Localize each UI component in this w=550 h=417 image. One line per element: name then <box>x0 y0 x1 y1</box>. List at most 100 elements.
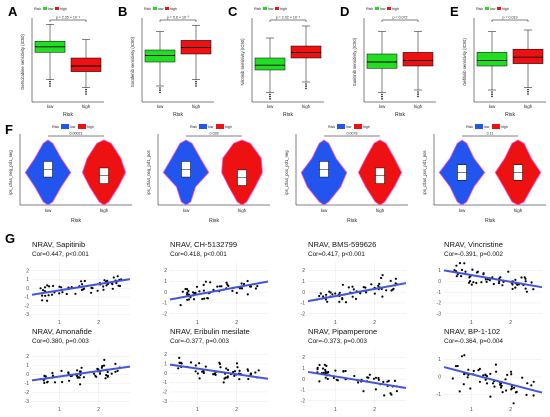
x-axis-label: Risk <box>209 218 219 224</box>
scatter-point <box>484 278 487 281</box>
plot-background <box>308 349 406 405</box>
scatter-point <box>58 285 61 288</box>
scatter-point <box>332 376 335 379</box>
y-tick-label: 1 <box>302 279 305 285</box>
x-axis-label: Risk <box>63 112 73 118</box>
scatter-point <box>485 382 489 385</box>
scatter-point <box>111 283 114 286</box>
outlier-point <box>527 93 529 95</box>
x-tick-high: high <box>82 104 91 109</box>
scatter-point <box>370 283 373 286</box>
scatter-point <box>233 370 237 373</box>
scatter-point <box>98 372 102 375</box>
scatter-point <box>102 364 106 367</box>
y-tick-label: -2 <box>25 303 30 309</box>
legend-swatch-low <box>485 7 489 10</box>
x-axis-label: Risk <box>71 218 81 224</box>
violin-panel-3: Risk low high ips_ctla4_pos_pd1_neg Risk 0.00… <box>284 124 408 224</box>
scatter-point <box>351 295 354 298</box>
scatter-point <box>51 371 54 375</box>
legend-label-low: low <box>158 7 164 11</box>
scatter-point <box>463 354 466 357</box>
legend-swatch-low <box>337 124 345 129</box>
legend-title: Risk <box>466 125 473 129</box>
scatter-point <box>387 379 390 382</box>
outlier-point <box>527 88 529 91</box>
y-tick-label: 2 <box>302 355 305 361</box>
scatter-point <box>334 369 337 372</box>
y-tick-label: 0 <box>302 377 305 383</box>
outlier-point <box>491 91 493 93</box>
scatter-point <box>385 289 388 292</box>
scatter-point <box>377 378 380 381</box>
y-tick-label: -2 <box>25 390 30 396</box>
legend-title: Risk <box>190 125 197 129</box>
regression-line <box>443 269 543 289</box>
y-tick-label: 2 <box>164 268 167 274</box>
scatter-point <box>463 373 466 376</box>
box-low <box>476 52 508 67</box>
scatter-point <box>226 375 229 378</box>
scatter-point <box>516 283 519 286</box>
outlier-point <box>417 91 419 93</box>
scatter-point <box>53 381 57 384</box>
scatter-point <box>186 298 189 301</box>
x-tick-label: 1 <box>470 320 473 326</box>
box-low <box>254 57 286 71</box>
scatter-point <box>48 285 51 288</box>
scatter-point <box>46 284 49 287</box>
scatter-point <box>186 291 189 294</box>
scatter-point <box>117 284 120 287</box>
scatter-point <box>362 390 365 393</box>
scatter-point <box>206 297 209 300</box>
legend-label-low: low <box>380 7 386 11</box>
legend-label-high: high <box>87 125 94 129</box>
panel-label-e: E <box>450 4 459 19</box>
scatter-point <box>233 374 236 377</box>
y-tick-label: 1 <box>438 357 441 363</box>
outlier-point <box>527 91 529 93</box>
scatter-point <box>232 370 235 374</box>
scatter-point <box>79 383 82 386</box>
scatter-point <box>338 300 341 303</box>
y-tick-label: -2 <box>301 398 306 404</box>
scatter-point <box>501 391 504 394</box>
outlier-point <box>195 80 197 83</box>
scatter-point <box>76 369 79 372</box>
outlier-point <box>195 83 197 85</box>
outlier-point <box>381 93 383 96</box>
scatter-point <box>524 280 527 283</box>
scatter-point <box>97 368 100 371</box>
scatter-point <box>77 376 80 379</box>
scatter-point <box>454 365 458 368</box>
plot-title: NRAV, Amonafide <box>32 327 92 336</box>
scatter-point <box>189 361 193 364</box>
scatter-point <box>380 276 383 280</box>
scatter-point <box>114 370 117 373</box>
scatter-point <box>494 363 497 366</box>
scatter-point <box>246 279 249 283</box>
scatter-point <box>240 282 243 285</box>
scatter-point <box>249 285 253 288</box>
y-axis-label: Gemcitabine sensitivity (IC50) <box>20 34 25 90</box>
scatter-point <box>246 368 249 371</box>
boxplot-panel-c: Risk low high Nilotinib sensitivity (IC50) R… <box>240 7 324 118</box>
scatter-point <box>377 376 380 380</box>
scatter-point <box>512 402 515 405</box>
scatter-point <box>505 389 508 392</box>
scatter-point <box>382 380 385 383</box>
legend-swatch-high <box>387 7 391 10</box>
legend-swatch-high <box>492 124 500 129</box>
y-tick-label: 0 <box>164 371 167 377</box>
correlation-label: Cor=-0.373, p=0.003 <box>308 338 367 345</box>
scatter-point <box>467 281 471 284</box>
plot-title: NRAV, BP-1-102 <box>444 327 500 336</box>
scatter-point <box>106 374 109 377</box>
scatter-point <box>44 375 47 378</box>
scatter-point <box>51 284 55 288</box>
x-tick-high: high <box>514 208 523 213</box>
scatter-point <box>78 370 81 373</box>
scatter-point <box>353 374 356 378</box>
scatter-point <box>484 373 487 376</box>
scatter-point <box>344 301 348 304</box>
